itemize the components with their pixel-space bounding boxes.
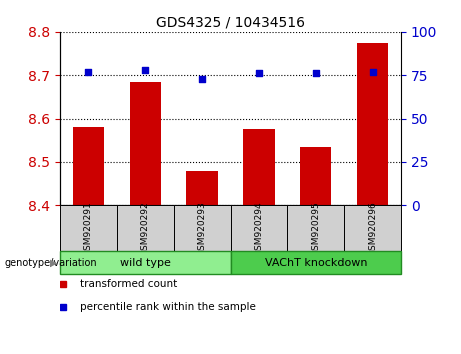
Text: GSM920295: GSM920295 <box>311 201 320 256</box>
Point <box>369 69 376 75</box>
Bar <box>117 205 174 251</box>
Text: GSM920291: GSM920291 <box>84 201 93 256</box>
Point <box>198 76 206 81</box>
Bar <box>130 82 161 205</box>
Bar <box>60 251 230 274</box>
Text: percentile rank within the sample: percentile rank within the sample <box>80 302 256 312</box>
Text: GSM920294: GSM920294 <box>254 201 263 256</box>
Bar <box>243 130 275 205</box>
Title: GDS4325 / 10434516: GDS4325 / 10434516 <box>156 15 305 29</box>
Bar <box>73 127 104 205</box>
Bar <box>300 147 331 205</box>
Bar <box>60 205 117 251</box>
Bar <box>230 251 401 274</box>
Text: GSM920296: GSM920296 <box>368 201 377 256</box>
Text: wild type: wild type <box>120 258 171 268</box>
Bar <box>230 205 287 251</box>
Point <box>85 69 92 75</box>
Bar <box>174 205 230 251</box>
Text: genotype/variation: genotype/variation <box>5 258 97 268</box>
Point <box>255 71 263 76</box>
Text: GSM920293: GSM920293 <box>198 201 207 256</box>
Bar <box>344 205 401 251</box>
Bar <box>287 205 344 251</box>
Bar <box>186 171 218 205</box>
Point <box>312 71 319 76</box>
Text: transformed count: transformed count <box>80 279 177 290</box>
Text: VAChT knockdown: VAChT knockdown <box>265 258 367 268</box>
Text: ▶: ▶ <box>50 258 58 268</box>
Point <box>142 67 149 73</box>
Text: GSM920292: GSM920292 <box>141 201 150 256</box>
Bar <box>357 43 388 205</box>
